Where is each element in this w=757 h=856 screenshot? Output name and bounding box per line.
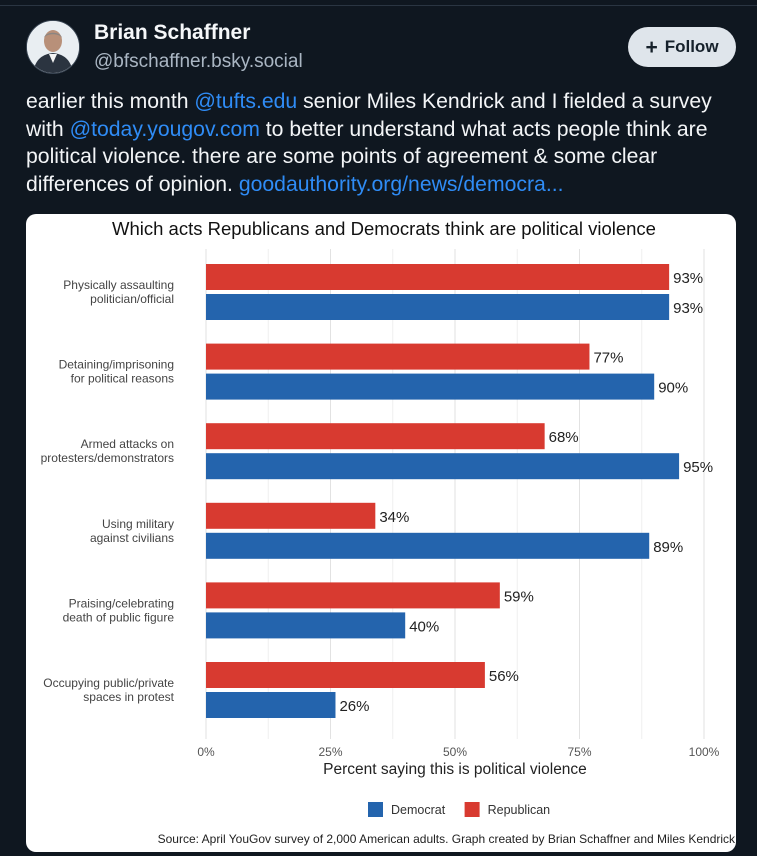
bar-republican — [206, 582, 500, 609]
x-axis-label: Percent saying this is political violenc… — [323, 761, 587, 778]
bar-democrat — [206, 294, 670, 320]
category-label: spaces in protest — [83, 690, 174, 704]
bar-republican — [206, 264, 670, 290]
category-label: Detaining/imprisoning — [59, 358, 174, 372]
bar-democrat — [206, 692, 336, 718]
data-label: 34% — [379, 509, 409, 526]
bar-chart: Which acts Republicans and Democrats thi… — [41, 218, 736, 846]
bar-republican — [206, 423, 545, 450]
x-tick-label: 50% — [443, 745, 467, 759]
x-tick-label: 75% — [567, 745, 591, 759]
author-avatar[interactable] — [26, 20, 80, 74]
x-tick-label: 0% — [197, 745, 215, 759]
legend-swatch-democrat — [368, 802, 383, 817]
category-label: protesters/demonstrators — [41, 451, 174, 465]
data-label: 90% — [658, 380, 688, 397]
data-label: 40% — [409, 618, 439, 635]
legend-swatch-republican — [464, 802, 480, 817]
post-text-segment: to better understand what acts people th… — [26, 117, 708, 196]
top-divider — [0, 5, 757, 6]
plus-icon: + — [645, 35, 658, 59]
x-tick-label: 25% — [318, 745, 342, 759]
mention-link[interactable]: @tufts.edu — [194, 90, 298, 113]
chart-title: Which acts Republicans and Democrats thi… — [112, 218, 656, 239]
x-tick-label: 100% — [689, 745, 720, 759]
category-label: Occupying public/private — [43, 676, 174, 690]
category-label: Physically assaulting — [63, 278, 174, 292]
author-handle[interactable]: @bfschaffner.bsky.social — [94, 51, 303, 72]
category-label: Armed attacks on — [81, 437, 174, 451]
category-label: death of public figure — [63, 610, 175, 624]
bar-democrat — [206, 453, 680, 480]
data-label: 68% — [549, 429, 579, 446]
bar-democrat — [206, 373, 655, 400]
data-label: 95% — [683, 459, 713, 476]
data-label: 93% — [673, 270, 703, 287]
bar-democrat — [206, 612, 406, 639]
data-label: 26% — [339, 698, 369, 715]
data-label: 77% — [593, 350, 623, 367]
post-text: earlier this month @tufts.edu senior Mil… — [26, 88, 741, 198]
legend-label-republican: Republican — [488, 803, 551, 817]
category-label: Praising/celebrating — [69, 596, 174, 610]
bar-republican — [206, 662, 485, 688]
post-text-segment: senior Miles Kendrick and I fielded a su… — [26, 90, 712, 141]
category-label: Using military — [102, 517, 174, 531]
bar-republican — [206, 343, 590, 370]
data-label: 59% — [504, 588, 534, 605]
data-label: 56% — [489, 668, 519, 685]
bar-republican — [206, 502, 376, 529]
bar-democrat — [206, 532, 650, 559]
avatar-photo — [27, 21, 79, 73]
mention-link[interactable]: @today.yougov.com — [69, 117, 260, 141]
category-label: politician/official — [90, 292, 174, 306]
article-link[interactable]: goodauthority.org/news/democra... — [238, 172, 564, 196]
follow-label: Follow — [664, 37, 719, 56]
category-label: against civilians — [90, 531, 174, 545]
data-label: 93% — [673, 300, 703, 317]
post-text-segment: earlier this month — [26, 90, 195, 113]
category-label: for political reasons — [71, 372, 174, 386]
chart-image-card[interactable]: Which acts Republicans and Democrats thi… — [26, 214, 736, 852]
legend-label-democrat: Democrat — [391, 803, 446, 817]
chart-source: Source: April YouGov survey of 2,000 Ame… — [158, 832, 736, 846]
author-name[interactable]: Brian Schaffner — [94, 21, 251, 44]
data-label: 89% — [653, 539, 683, 556]
follow-button[interactable]: + Follow — [628, 27, 736, 67]
